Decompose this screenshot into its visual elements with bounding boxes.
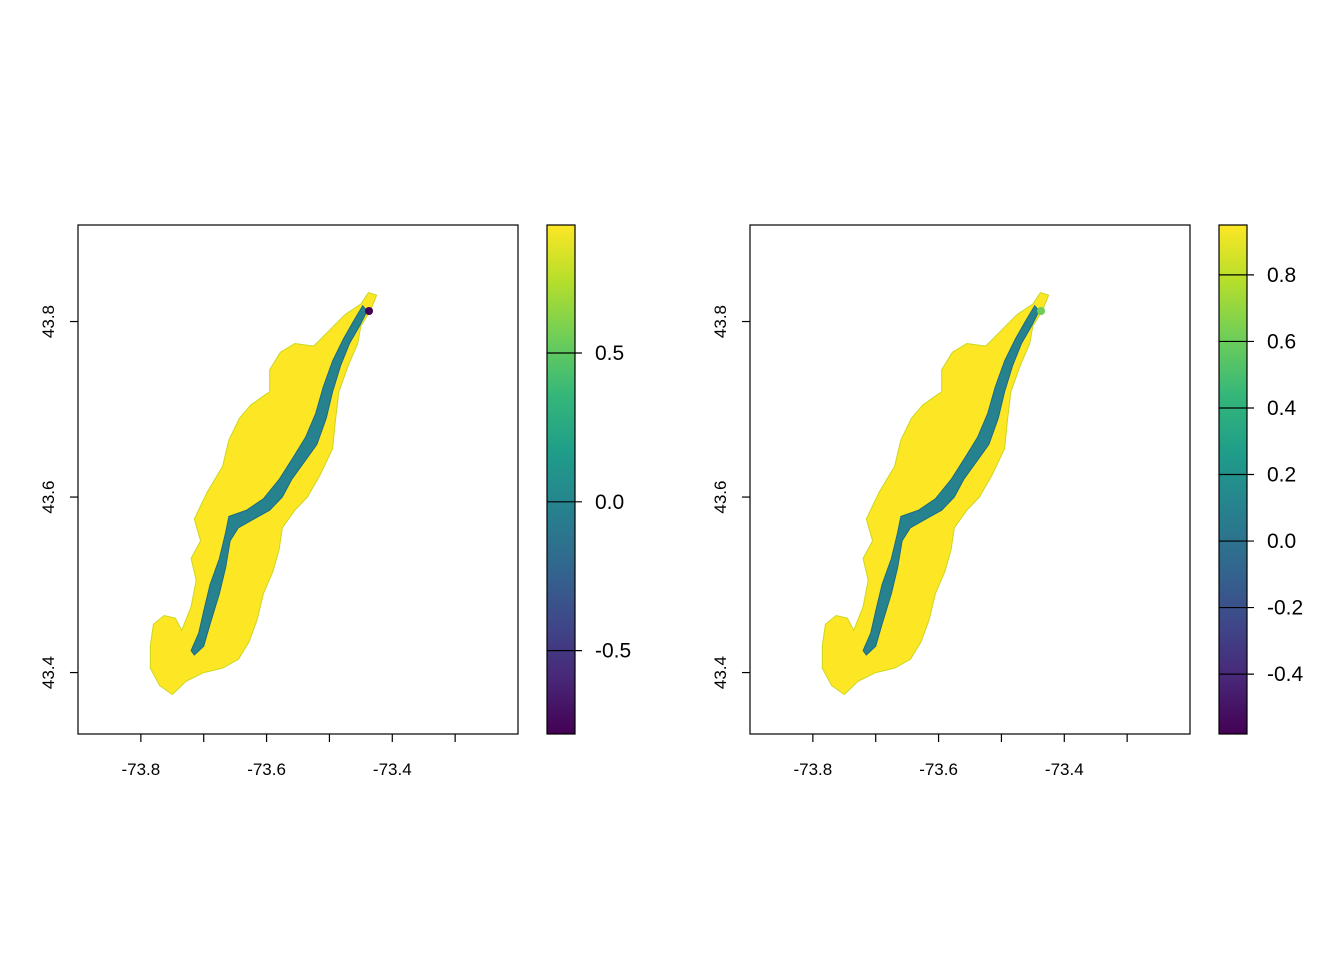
colorbar-tick-label: 0.5	[595, 342, 624, 365]
colorbar-tick-label: -0.5	[595, 640, 631, 663]
plot-frame	[749, 224, 1191, 735]
y-tick-label: 43.4	[711, 656, 730, 689]
y-tick-label: 43.8	[711, 305, 730, 338]
map-panel-right: -73.8 -73.6 -73.4 43.4 43.6 43.8 -0.4 -0.2 0.0 0.…	[711, 224, 1304, 779]
map-panel-left: -73.8 -73.6 -73.4 43.4 43.6 43.8 -0.5 0.0 0.5	[39, 224, 631, 779]
y-tick-label: 43.4	[39, 656, 58, 689]
anomaly-spot	[1037, 307, 1046, 316]
colorbar-tick-label: 0.2	[1267, 464, 1296, 487]
raster-layer	[821, 292, 1050, 696]
raster-layer	[149, 292, 378, 696]
colorbar-tick-label: 0.4	[1267, 397, 1297, 420]
colorbar-tick-label: 0.8	[1267, 264, 1296, 287]
x-tick-label: -73.8	[121, 760, 160, 779]
anomaly-spot	[365, 307, 374, 316]
plot-frame	[77, 224, 519, 735]
y-tick-label: 43.6	[39, 481, 58, 514]
lake-area	[190, 304, 368, 656]
x-tick-label: -73.4	[373, 760, 412, 779]
colorbar-tick-label: 0.0	[595, 491, 624, 514]
colorbar-tick-label: 0.0	[1267, 530, 1296, 553]
x-tick-label: -73.6	[247, 760, 286, 779]
x-tick-label: -73.8	[793, 760, 832, 779]
x-tick-label: -73.6	[919, 760, 958, 779]
colorbar-tick-label: -0.4	[1267, 663, 1304, 686]
y-tick-label: 43.8	[39, 305, 58, 338]
colorbar-tick-label: -0.2	[1267, 597, 1303, 620]
lake-area	[862, 304, 1040, 656]
colorbar	[1218, 224, 1248, 735]
x-tick-label: -73.4	[1045, 760, 1084, 779]
colorbar-tick-label: 0.6	[1267, 330, 1296, 353]
y-tick-label: 43.6	[711, 481, 730, 514]
colorbar	[546, 224, 576, 735]
